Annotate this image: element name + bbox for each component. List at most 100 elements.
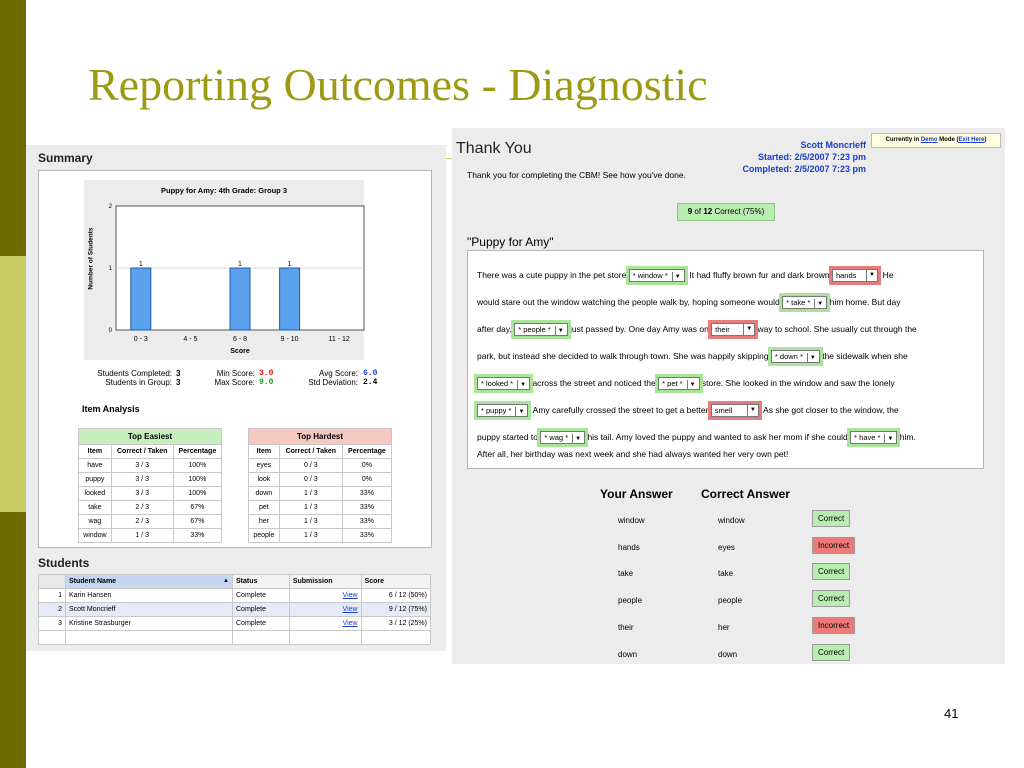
view-submission-link[interactable]: View bbox=[342, 620, 358, 627]
max-score-value: 9.0 bbox=[259, 378, 274, 387]
chart-data-label: 1 bbox=[238, 261, 242, 268]
dropdown-value: * take * bbox=[786, 298, 811, 307]
passage-text: him home. But day bbox=[829, 296, 901, 307]
chart-y-tick-label: 0 bbox=[109, 328, 113, 334]
chart-bar bbox=[229, 267, 251, 331]
table-row[interactable]: 1 Karin Hansen Complete View 6 / 12 (50%… bbox=[38, 588, 432, 603]
chart-y-label-wrap: Number of Students bbox=[84, 221, 98, 301]
empty-row bbox=[38, 630, 432, 645]
user-name: Scott Moncrieff bbox=[800, 140, 866, 150]
chart-bar bbox=[130, 267, 152, 331]
chevron-down-icon: ▼ bbox=[686, 380, 696, 391]
table-row[interactable]: 3 Kristine Strasburger Complete View 3 /… bbox=[38, 616, 432, 631]
chevron-down-icon: ▼ bbox=[572, 434, 581, 445]
top-easiest-table: Top Easiest Item Correct / Taken Percent… bbox=[78, 428, 223, 543]
student-score: 3 / 12 (25%) bbox=[360, 616, 432, 631]
result-badge: Correct bbox=[812, 590, 851, 608]
view-submission-link[interactable]: View bbox=[342, 606, 358, 613]
demo-link[interactable]: Demo bbox=[920, 137, 938, 143]
cell: 33% bbox=[172, 528, 223, 543]
correct-answer: people bbox=[718, 596, 743, 606]
cell: 0 / 3 bbox=[278, 472, 343, 487]
correct-answer: window bbox=[718, 516, 745, 525]
passage-text: would stare out the window watching the … bbox=[477, 296, 780, 307]
cell: 3 / 3 bbox=[110, 472, 174, 487]
cell: look bbox=[248, 472, 280, 487]
chevron-down-icon: ▼ bbox=[806, 353, 816, 364]
view-submission-link[interactable]: View bbox=[342, 592, 358, 599]
your-answer: window bbox=[618, 516, 645, 525]
answer-dropdown[interactable]: * wag * ▼ bbox=[537, 428, 589, 447]
cell: 33% bbox=[341, 486, 393, 501]
result-badge: Correct bbox=[812, 510, 851, 527]
chart-x-tick-label: 4 - 5 bbox=[183, 336, 197, 343]
student-status: Complete bbox=[232, 588, 290, 603]
avg-score-value: 6.0 bbox=[363, 369, 378, 378]
cell: 1 / 3 bbox=[110, 528, 174, 543]
chevron-down-icon: ▼ bbox=[517, 380, 526, 391]
answer-dropdown[interactable]: * puppy * ▼ bbox=[473, 401, 532, 420]
std-dev-value: 2.4 bbox=[363, 378, 378, 387]
answer-dropdown[interactable]: * window * ▼ bbox=[625, 266, 688, 285]
completion-message: Thank you for completing the CBM! See ho… bbox=[467, 170, 686, 180]
students-table: Student Name ▲ Status Submission Score 1 … bbox=[38, 574, 432, 645]
score-rest: Correct (75%) bbox=[712, 207, 765, 216]
answer-dropdown[interactable]: * looked * ▼ bbox=[473, 374, 534, 393]
exit-demo-link[interactable]: Exit Here bbox=[958, 137, 985, 143]
answer-dropdown[interactable]: * have * ▼ bbox=[847, 428, 901, 447]
chart-x-tick-label: 0 - 3 bbox=[134, 336, 148, 343]
demo-prefix: Currently in bbox=[885, 137, 921, 143]
correct-answer: eyes bbox=[718, 542, 735, 552]
students-completed-label: Students Completed: bbox=[97, 369, 172, 378]
result-badge: Correct bbox=[812, 643, 851, 661]
student-name: Scott Moncrieff bbox=[65, 602, 233, 617]
cell: 67% bbox=[172, 514, 223, 529]
sortable-column-student-name[interactable]: Student Name ▲ bbox=[65, 574, 233, 589]
item-analysis-heading: Item Analysis bbox=[82, 404, 140, 414]
chevron-down-icon: ▼ bbox=[743, 324, 752, 335]
answer-dropdown[interactable]: hands ▼ bbox=[828, 266, 881, 285]
passage-panel: There was a cute puppy in the pet store … bbox=[467, 250, 984, 469]
cell: wag bbox=[78, 514, 112, 529]
col-header: Item bbox=[78, 444, 112, 459]
cell: her bbox=[248, 514, 280, 529]
min-score-value: 3.0 bbox=[259, 369, 274, 378]
sidebar-accent-block bbox=[0, 256, 26, 512]
column-submission[interactable]: Submission bbox=[288, 574, 362, 589]
cell: 100% bbox=[172, 472, 223, 487]
answer-dropdown[interactable]: * pet * ▼ bbox=[655, 374, 703, 393]
score-chart: 1 1 1 0 - 3 4 - 5 6 - 8 9 - 10 11 - 12 0 1 2 bbox=[109, 204, 365, 343]
passage-text: . Amy carefully crossed the street to ge… bbox=[528, 404, 709, 415]
dropdown-value: * have * bbox=[854, 433, 881, 442]
passage-text: just passed by. One day Amy was on bbox=[570, 323, 709, 334]
passage-text: his tail. Amy loved the puppy and wanted… bbox=[587, 431, 848, 442]
chart-bar bbox=[279, 267, 301, 331]
demo-mid: Mode ( bbox=[937, 137, 959, 143]
correct-answer: down bbox=[718, 649, 738, 659]
column-status[interactable]: Status bbox=[232, 574, 290, 589]
answer-dropdown[interactable]: smell ▼ bbox=[707, 401, 762, 420]
passage-text: There was a cute puppy in the pet store bbox=[477, 269, 627, 280]
slide-sidebar bbox=[0, 0, 26, 768]
answer-dropdown[interactable]: their ▼ bbox=[708, 320, 759, 339]
cell: 33% bbox=[341, 514, 393, 529]
table-row: window 1 / 3 33% bbox=[78, 528, 223, 543]
table-row: looked 3 / 3 100% bbox=[78, 486, 223, 501]
table-row[interactable]: 2 Scott Moncrieff Complete View 9 / 12 (… bbox=[38, 602, 432, 617]
answer-dropdown[interactable]: * take * ▼ bbox=[779, 293, 831, 312]
avg-score-label: Avg Score: bbox=[319, 369, 358, 378]
cell: 0% bbox=[341, 472, 393, 487]
table-row: her 1 / 3 33% bbox=[248, 514, 393, 529]
student-score: 6 / 12 (50%) bbox=[360, 588, 432, 603]
column-score[interactable]: Score bbox=[360, 574, 432, 589]
top-hardest-table: Top Hardest Item Correct / Taken Percent… bbox=[248, 428, 393, 543]
cell: 1 / 3 bbox=[278, 486, 343, 501]
passage-text: park, but instead she decided to walk th… bbox=[477, 350, 769, 361]
passage-title: "Puppy for Amy" bbox=[467, 235, 554, 249]
chart-x-tick-label: 9 - 10 bbox=[281, 336, 299, 343]
answer-dropdown[interactable]: * people * ▼ bbox=[511, 320, 571, 339]
dropdown-value: * pet * bbox=[662, 379, 683, 388]
answer-dropdown[interactable]: * down * ▼ bbox=[767, 347, 823, 366]
slide-number: 41 bbox=[944, 706, 959, 721]
thank-you-heading: Thank You bbox=[456, 140, 532, 157]
